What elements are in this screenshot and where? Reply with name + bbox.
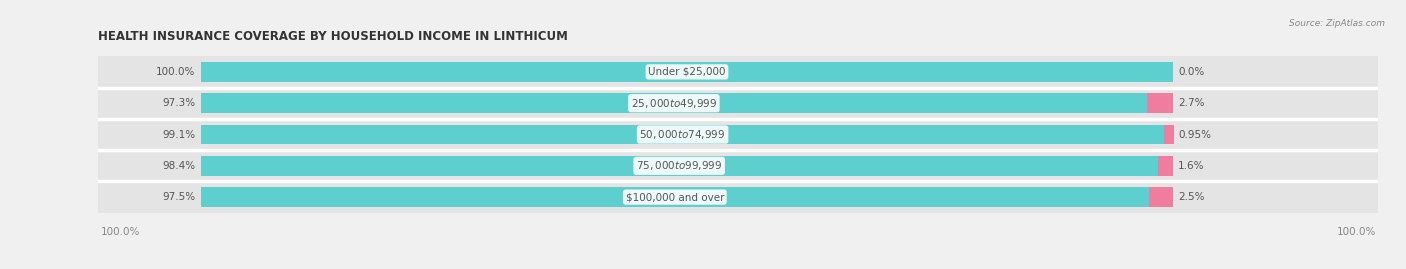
Text: $25,000 to $49,999: $25,000 to $49,999 [631, 97, 717, 110]
Text: 97.5%: 97.5% [163, 192, 195, 202]
Bar [1157, 156, 1173, 175]
Text: $75,000 to $99,999: $75,000 to $99,999 [636, 159, 723, 172]
Bar [201, 94, 1147, 113]
Text: 100.0%: 100.0% [156, 67, 195, 77]
Text: 0.0%: 0.0% [1178, 67, 1205, 77]
Text: 0.95%: 0.95% [1178, 129, 1212, 140]
Text: Under $25,000: Under $25,000 [648, 67, 725, 77]
Text: Source: ZipAtlas.com: Source: ZipAtlas.com [1289, 19, 1385, 28]
Bar [1147, 94, 1173, 113]
Text: 98.4%: 98.4% [163, 161, 195, 171]
Bar [201, 187, 1149, 207]
Text: 100.0%: 100.0% [100, 227, 139, 237]
Text: 2.5%: 2.5% [1178, 192, 1205, 202]
Bar [1149, 187, 1173, 207]
Bar [98, 87, 1378, 119]
Text: 97.3%: 97.3% [163, 98, 195, 108]
Bar [201, 62, 1173, 82]
Text: 1.6%: 1.6% [1178, 161, 1205, 171]
Text: $100,000 and over: $100,000 and over [626, 192, 724, 202]
Bar [98, 119, 1378, 150]
Text: HEALTH INSURANCE COVERAGE BY HOUSEHOLD INCOME IN LINTHICUM: HEALTH INSURANCE COVERAGE BY HOUSEHOLD I… [98, 30, 568, 43]
Bar [201, 156, 1157, 175]
Bar [98, 150, 1378, 182]
Bar [1164, 125, 1174, 144]
Text: 2.7%: 2.7% [1178, 98, 1205, 108]
Bar [201, 125, 1164, 144]
Text: $50,000 to $74,999: $50,000 to $74,999 [640, 128, 725, 141]
Text: 100.0%: 100.0% [1337, 227, 1376, 237]
Bar [98, 56, 1378, 87]
Text: 99.1%: 99.1% [163, 129, 195, 140]
Bar [98, 182, 1378, 213]
